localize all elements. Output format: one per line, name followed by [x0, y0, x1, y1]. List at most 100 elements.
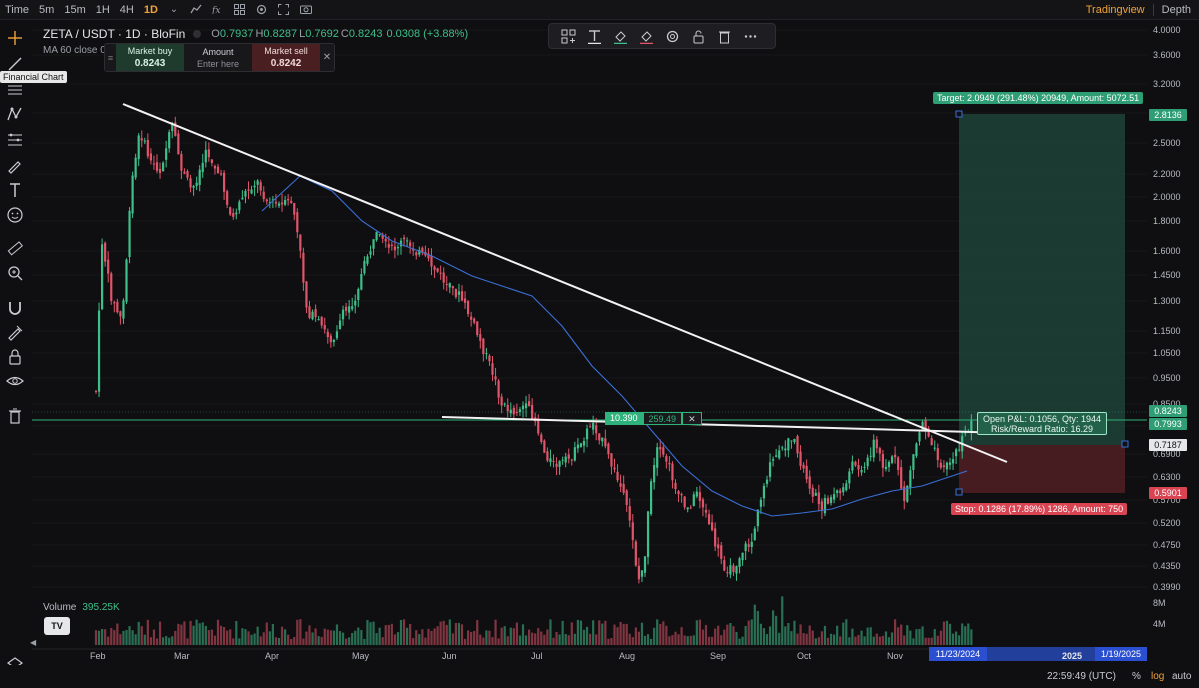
target-zone — [959, 114, 1125, 445]
zoom-in-icon[interactable] — [6, 264, 26, 282]
ruler-icon[interactable] — [6, 239, 26, 257]
price-tick-label: 1.6000 — [1153, 246, 1181, 256]
trash-icon[interactable] — [6, 407, 26, 425]
collapse-icon[interactable]: ◀ — [30, 638, 37, 647]
drag-handle-icon[interactable]: ≡ — [107, 52, 114, 63]
price-tick-label: 1.3000 — [1153, 296, 1181, 306]
volume-bar — [125, 629, 128, 645]
close-icon[interactable]: ✕ — [682, 412, 702, 425]
grid-layout-icon[interactable] — [233, 3, 247, 16]
pencil-lock-icon[interactable] — [6, 323, 26, 341]
volume-bar — [628, 633, 631, 645]
stop-handle — [955, 488, 963, 496]
trend-line-icon[interactable] — [6, 55, 26, 73]
crosshair-icon[interactable] — [6, 29, 26, 47]
volume-bar — [180, 624, 183, 645]
tradingview-logo[interactable]: TV — [44, 617, 70, 635]
trash-icon[interactable] — [711, 24, 737, 48]
timeframe-1d[interactable]: 1D — [143, 3, 158, 16]
price-tick-label: 2.2000 — [1153, 169, 1181, 179]
chart-type-icon[interactable] — [189, 4, 203, 16]
text-tool-icon[interactable] — [6, 181, 26, 199]
year-label: 2025 — [1062, 651, 1083, 661]
more-icon[interactable] — [737, 24, 763, 48]
ma-indicator-label[interactable]: MA 60 close 0 — [43, 45, 106, 56]
pnl-box[interactable]: Open P&L: 0.1056, Qty: 1944 Risk/Reward … — [977, 412, 1107, 435]
magnet-icon[interactable] — [6, 299, 26, 317]
text-icon[interactable] — [581, 24, 607, 48]
horizontal-line-label[interactable]: 10.390 259.49 ✕ — [605, 412, 702, 425]
fullscreen-icon[interactable] — [277, 3, 291, 16]
brush-icon[interactable] — [6, 157, 26, 175]
symbol-name[interactable]: ZETA / USDT · 1D · BloFin — [43, 27, 186, 41]
volume-bar — [476, 620, 479, 645]
settings-icon[interactable] — [659, 24, 685, 48]
timeframe-5m[interactable]: 5m — [39, 3, 55, 16]
timeframe-15m[interactable]: 15m — [64, 3, 86, 16]
lock-icon[interactable] — [6, 348, 26, 366]
price-tick-label: 0.9500 — [1153, 373, 1181, 383]
candle — [704, 510, 708, 513]
pattern-icon[interactable] — [6, 105, 26, 123]
volume-bar — [229, 629, 232, 645]
volume-bar — [631, 637, 634, 645]
stop-label[interactable]: Stop: 0.1286 (17.89%) 1286, Amount: 750 — [951, 503, 1128, 515]
volume-indicator-label[interactable]: Volume 395.25K — [43, 602, 120, 613]
timeframe-4h[interactable]: 4H — [119, 3, 134, 16]
candle — [863, 466, 866, 468]
settings-icon[interactable] — [255, 4, 269, 16]
indicators-icon[interactable]: fx — [211, 4, 225, 16]
candle — [811, 487, 814, 497]
timeframe-1h[interactable]: 1H — [95, 3, 110, 16]
volume-bar — [634, 627, 637, 645]
volume-bar — [503, 626, 506, 645]
amount-field[interactable]: Amount Enter here — [184, 44, 252, 71]
auto-toggle[interactable]: auto — [1172, 671, 1192, 682]
lock-icon[interactable] — [685, 24, 711, 48]
chart-canvas[interactable] — [32, 21, 1147, 661]
depth-tab[interactable]: Depth — [1161, 4, 1191, 16]
volume-bar — [216, 619, 220, 645]
amount-input[interactable]: Enter here — [196, 58, 240, 69]
candle — [311, 311, 314, 320]
volume-bar — [140, 626, 143, 645]
fill-color-icon[interactable] — [607, 24, 633, 48]
volume-bar — [784, 626, 787, 645]
candle — [192, 185, 195, 188]
candle — [402, 237, 406, 240]
candle — [793, 438, 796, 443]
volume-bar — [775, 615, 778, 645]
camera-icon[interactable] — [299, 4, 313, 16]
candle — [238, 201, 241, 211]
candle — [622, 483, 625, 493]
fib-icon[interactable] — [6, 131, 26, 149]
candle — [372, 239, 375, 249]
candle — [381, 234, 384, 239]
candle — [595, 425, 598, 434]
volume-bar — [927, 637, 930, 645]
target-label[interactable]: Target: 2.0949 (291.48%) 20949, Amount: … — [933, 92, 1144, 104]
eye-icon[interactable] — [6, 372, 26, 390]
close-icon[interactable]: ✕ — [322, 52, 332, 63]
low-value: 0.7692 — [305, 28, 339, 40]
market-sell-button[interactable]: Market sell 0.8242 — [252, 44, 320, 71]
log-toggle[interactable]: log — [1151, 671, 1165, 682]
tradingview-link[interactable]: Tradingview — [1085, 4, 1145, 16]
line-color-icon[interactable] — [633, 24, 659, 48]
candle — [555, 463, 558, 467]
volume-bar — [518, 635, 522, 645]
market-sell-label: Market sell — [264, 46, 308, 56]
percent-toggle[interactable]: % — [1132, 671, 1141, 682]
price-chart[interactable] — [32, 21, 1147, 661]
volume-bar — [903, 635, 906, 645]
entry-handle — [1121, 440, 1129, 448]
chevron-down-icon[interactable]: ⌄ — [169, 3, 179, 15]
price-tick-label: 1.1500 — [1153, 326, 1181, 336]
horizontal-lines-icon[interactable] — [6, 81, 26, 99]
volume-bar — [378, 627, 381, 645]
emoji-icon[interactable] — [6, 206, 26, 224]
market-buy-button[interactable]: Market buy 0.8243 — [116, 44, 184, 71]
volume-bar — [637, 631, 640, 645]
templates-icon[interactable] — [555, 24, 581, 48]
time-label[interactable]: Time — [5, 3, 30, 16]
